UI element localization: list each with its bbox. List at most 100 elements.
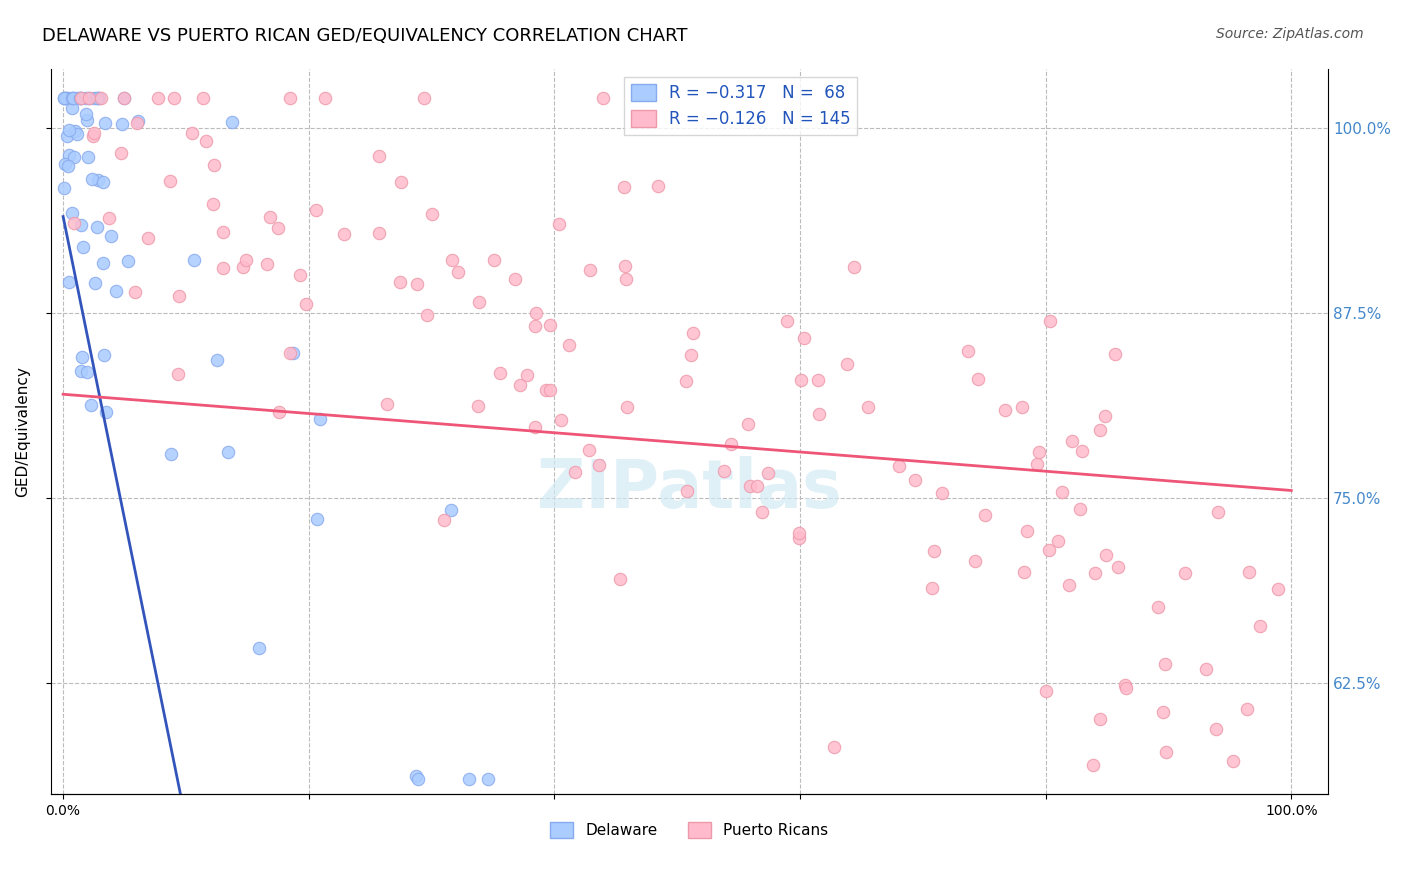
Delaware bbox=[117, 254, 139, 268]
Puerto Ricans bbox=[305, 203, 328, 218]
Puerto Ricans bbox=[136, 230, 159, 244]
Delaware bbox=[105, 285, 128, 299]
Delaware bbox=[62, 150, 84, 164]
Puerto Ricans bbox=[922, 543, 945, 558]
Delaware bbox=[205, 352, 228, 367]
Puerto Ricans bbox=[614, 272, 637, 286]
Puerto Ricans bbox=[756, 466, 779, 480]
Puerto Ricans bbox=[1104, 347, 1126, 361]
Puerto Ricans bbox=[406, 277, 429, 291]
Puerto Ricans bbox=[1069, 502, 1091, 516]
Puerto Ricans bbox=[256, 257, 278, 271]
Puerto Ricans bbox=[191, 91, 214, 105]
Puerto Ricans bbox=[516, 368, 538, 383]
Puerto Ricans bbox=[1147, 599, 1170, 614]
Puerto Ricans bbox=[844, 260, 866, 274]
Puerto Ricans bbox=[388, 275, 411, 289]
Puerto Ricans bbox=[124, 285, 146, 299]
Puerto Ricans bbox=[524, 306, 547, 320]
Puerto Ricans bbox=[290, 268, 312, 282]
Puerto Ricans bbox=[808, 407, 831, 421]
Delaware bbox=[96, 405, 118, 419]
Puerto Ricans bbox=[110, 146, 132, 161]
Puerto Ricans bbox=[146, 91, 169, 105]
Delaware bbox=[406, 772, 429, 787]
Puerto Ricans bbox=[278, 346, 301, 360]
Puerto Ricans bbox=[278, 91, 301, 105]
Delaware bbox=[100, 229, 122, 244]
Puerto Ricans bbox=[368, 149, 391, 163]
Puerto Ricans bbox=[1154, 657, 1177, 672]
Puerto Ricans bbox=[333, 227, 356, 242]
Delaware bbox=[94, 116, 117, 130]
Delaware bbox=[89, 91, 111, 105]
Puerto Ricans bbox=[167, 367, 190, 381]
Delaware bbox=[55, 91, 77, 105]
Delaware bbox=[83, 276, 105, 290]
Puerto Ricans bbox=[904, 473, 927, 487]
Puerto Ricans bbox=[793, 331, 815, 345]
Delaware bbox=[72, 350, 94, 364]
Delaware bbox=[75, 107, 97, 121]
Delaware bbox=[72, 240, 94, 254]
Delaware bbox=[76, 112, 98, 127]
Delaware bbox=[60, 101, 83, 115]
Puerto Ricans bbox=[1208, 505, 1230, 519]
Delaware bbox=[76, 365, 98, 379]
Delaware bbox=[77, 91, 100, 105]
Delaware bbox=[69, 91, 91, 105]
Puerto Ricans bbox=[609, 572, 631, 586]
Puerto Ricans bbox=[807, 373, 830, 387]
Puerto Ricans bbox=[259, 211, 281, 225]
Delaware bbox=[87, 173, 110, 187]
Puerto Ricans bbox=[489, 367, 512, 381]
Puerto Ricans bbox=[415, 309, 437, 323]
Delaware bbox=[458, 772, 481, 787]
Puerto Ricans bbox=[163, 91, 186, 105]
Puerto Ricans bbox=[578, 262, 600, 277]
Puerto Ricans bbox=[83, 127, 105, 141]
Puerto Ricans bbox=[368, 226, 391, 240]
Puerto Ricans bbox=[125, 116, 148, 130]
Puerto Ricans bbox=[1060, 434, 1083, 449]
Puerto Ricans bbox=[1035, 683, 1057, 698]
Delaware bbox=[58, 275, 80, 289]
Legend: Delaware, Puerto Ricans: Delaware, Puerto Ricans bbox=[544, 816, 835, 845]
Delaware bbox=[111, 117, 134, 131]
Puerto Ricans bbox=[98, 211, 121, 225]
Puerto Ricans bbox=[446, 265, 468, 279]
Puerto Ricans bbox=[523, 420, 546, 434]
Puerto Ricans bbox=[413, 91, 436, 105]
Puerto Ricans bbox=[747, 479, 769, 493]
Delaware bbox=[55, 157, 77, 171]
Delaware bbox=[62, 91, 84, 105]
Puerto Ricans bbox=[375, 396, 398, 410]
Puerto Ricans bbox=[509, 377, 531, 392]
Puerto Ricans bbox=[713, 463, 735, 477]
Delaware bbox=[91, 255, 114, 269]
Delaware bbox=[76, 150, 98, 164]
Puerto Ricans bbox=[1088, 712, 1111, 726]
Delaware bbox=[62, 91, 84, 105]
Puerto Ricans bbox=[1046, 533, 1069, 548]
Puerto Ricans bbox=[1115, 681, 1137, 695]
Puerto Ricans bbox=[973, 508, 995, 522]
Puerto Ricans bbox=[1028, 445, 1050, 459]
Delaware bbox=[66, 128, 89, 142]
Delaware bbox=[56, 91, 79, 105]
Puerto Ricans bbox=[787, 531, 810, 545]
Puerto Ricans bbox=[195, 134, 218, 148]
Puerto Ricans bbox=[441, 252, 464, 267]
Puerto Ricans bbox=[1011, 401, 1033, 415]
Delaware bbox=[281, 346, 304, 360]
Puerto Ricans bbox=[578, 443, 600, 458]
Puerto Ricans bbox=[967, 372, 990, 386]
Delaware bbox=[56, 160, 79, 174]
Delaware bbox=[69, 91, 91, 105]
Puerto Ricans bbox=[1038, 542, 1060, 557]
Delaware bbox=[217, 445, 239, 459]
Puerto Ricans bbox=[420, 207, 443, 221]
Delaware bbox=[55, 91, 77, 105]
Delaware bbox=[221, 115, 243, 129]
Delaware bbox=[86, 91, 108, 105]
